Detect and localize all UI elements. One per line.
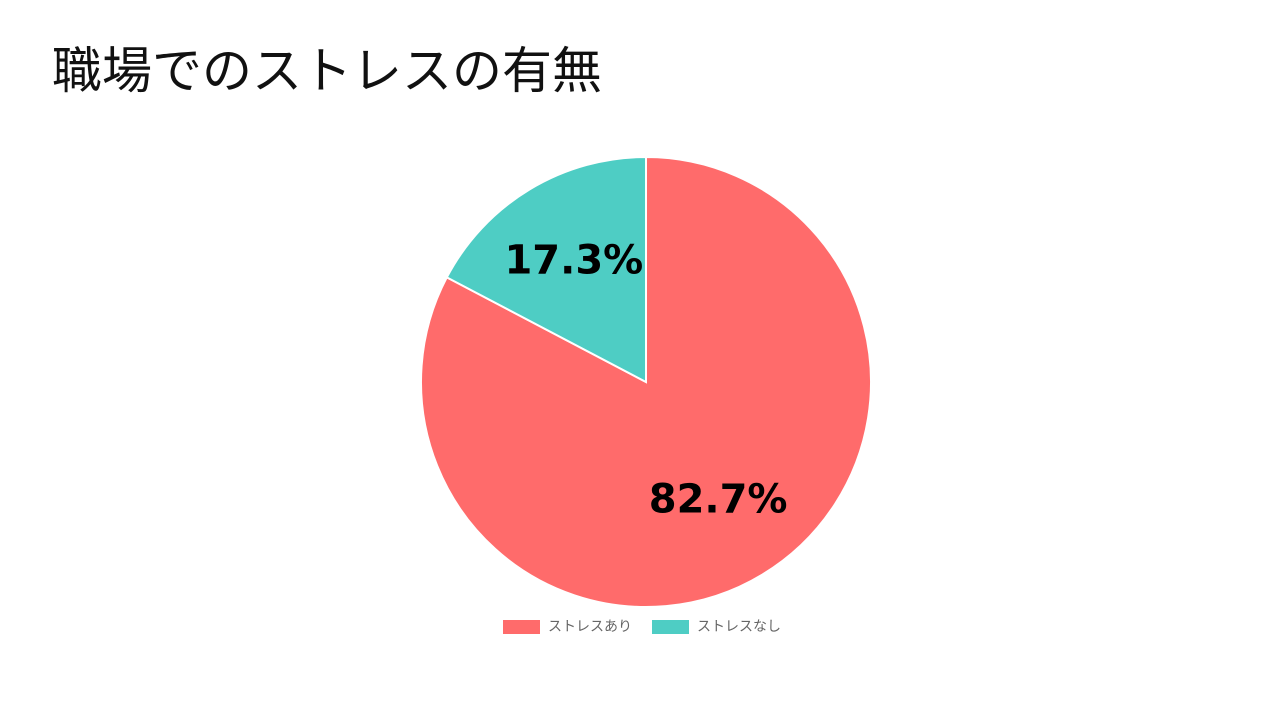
value-label: 17.3% bbox=[504, 238, 643, 284]
legend-swatch bbox=[652, 620, 689, 634]
pie-slice bbox=[445, 155, 647, 384]
value-label: 82.7% bbox=[649, 476, 788, 522]
slide-title: 職場でのストレスの有無 bbox=[52, 42, 602, 100]
legend-label: ストレスなし bbox=[697, 619, 781, 635]
legend-swatch bbox=[503, 620, 540, 634]
legend-label: ストレスあり bbox=[548, 619, 632, 635]
